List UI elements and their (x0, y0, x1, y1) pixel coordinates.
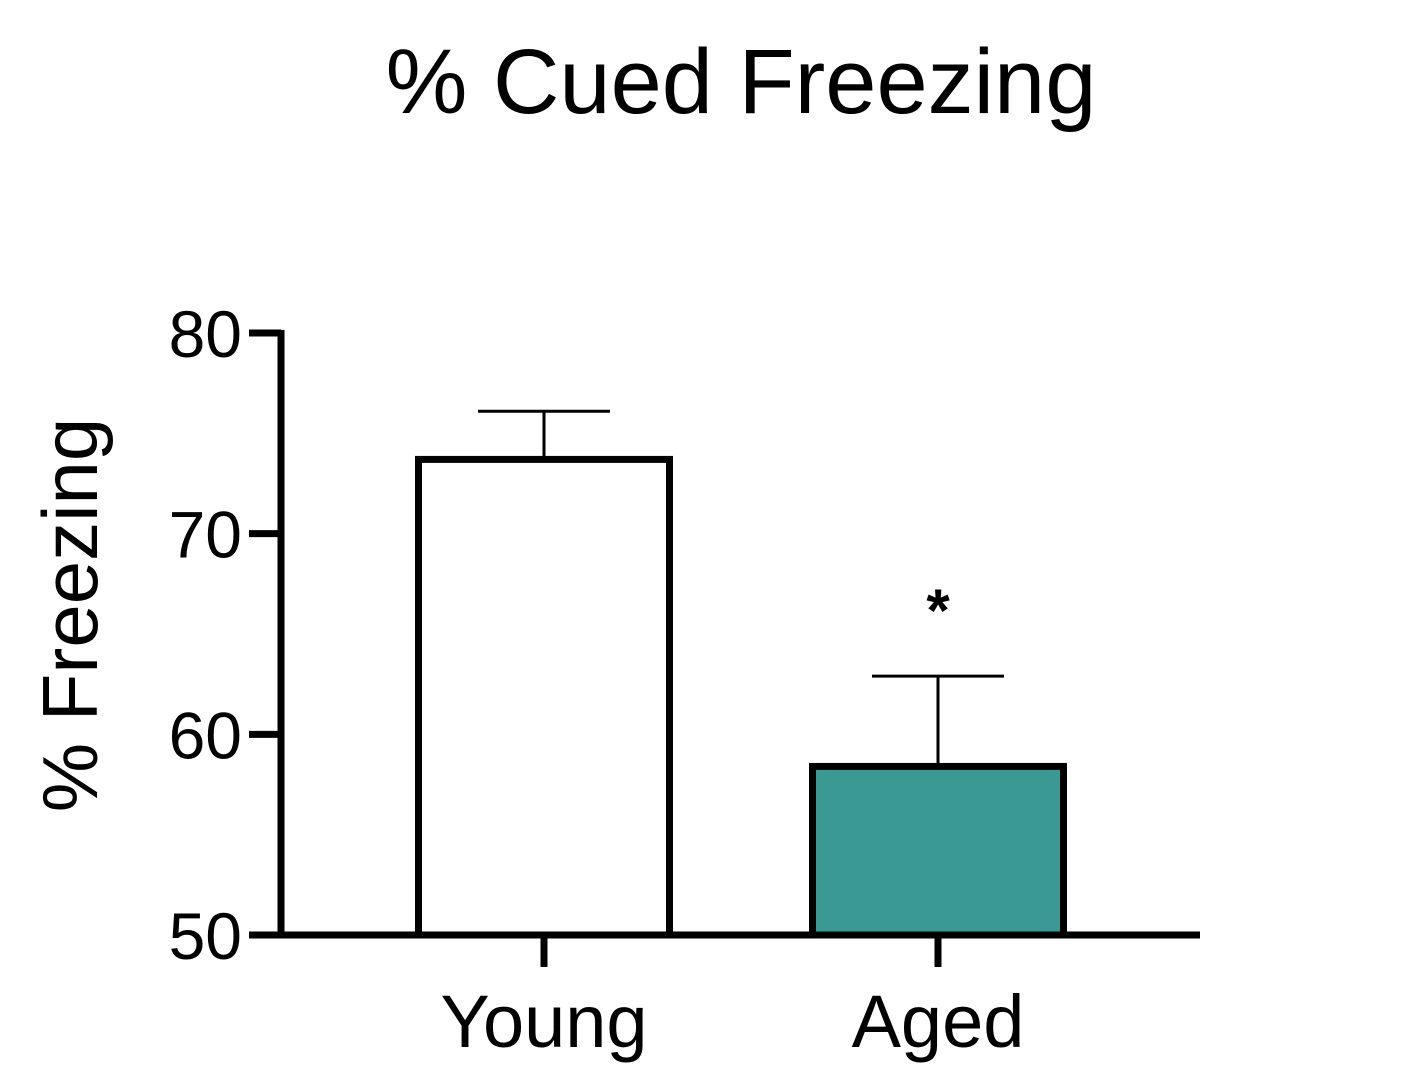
bar-young (415, 455, 673, 939)
bars-layer (415, 409, 1067, 939)
y-tick-label-60: 60 (169, 698, 242, 772)
x-tick-label-aged: Aged (852, 980, 1025, 1063)
axes-layer (249, 329, 1200, 967)
x-tick-label-young: Young (440, 980, 647, 1063)
y-axis-label: % Freezing (26, 418, 114, 813)
y-tick-label-80: 80 (169, 297, 242, 371)
significance-marker-aged: * (926, 577, 950, 644)
bar-aged (809, 762, 1067, 939)
chart-title: % Cued Freezing (386, 31, 1097, 133)
y-tick-label-70: 70 (169, 498, 242, 572)
labels-layer: Young * Aged 50 60 70 80 (169, 297, 1025, 1063)
y-tick-label-50: 50 (169, 899, 242, 973)
